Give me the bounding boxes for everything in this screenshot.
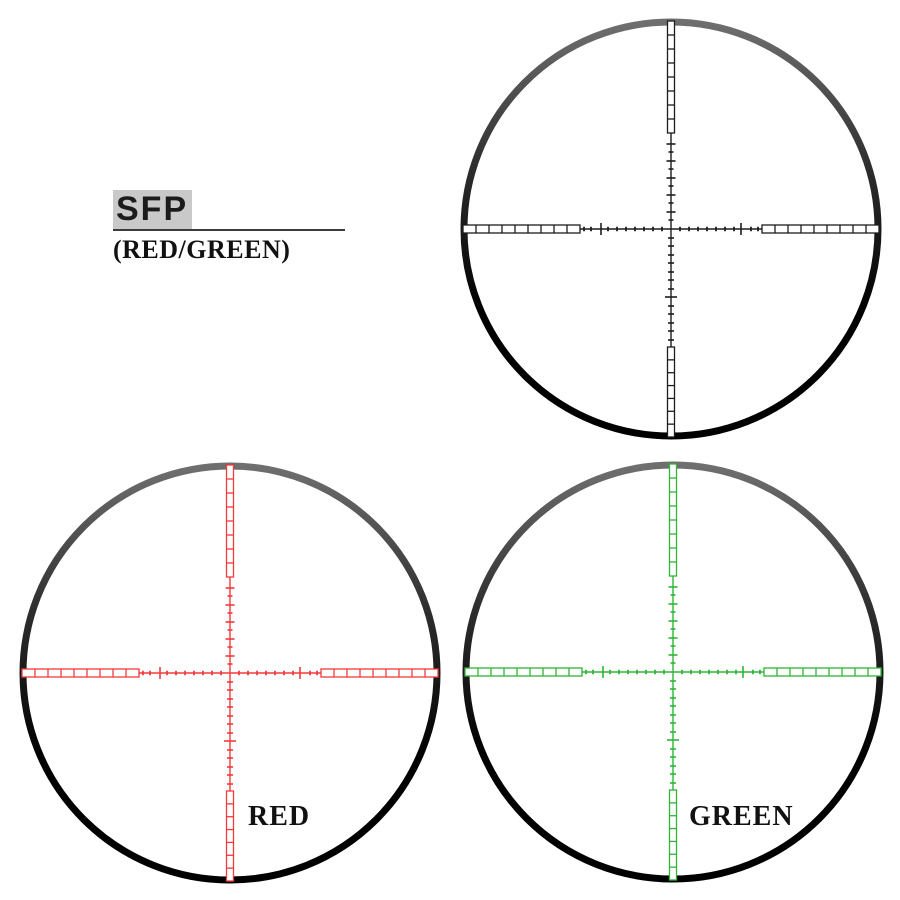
sfp-heading-block: SFP (RED/GREEN)	[113, 190, 353, 265]
reticle-crosshair-icon	[460, 18, 882, 440]
sfp-title-row: SFP	[113, 190, 353, 229]
sfp-subtitle: (RED/GREEN)	[113, 235, 291, 264]
red-label: RED	[248, 801, 311, 832]
sfp-title: SFP	[113, 190, 193, 229]
reticle-crosshair-icon	[19, 462, 441, 884]
reticle-red: RED	[10, 453, 450, 893]
reticle-green: GREEN	[453, 452, 893, 892]
sfp-underline	[113, 229, 345, 231]
reticle-sfp-black	[451, 9, 891, 449]
reticle-crosshair-icon	[462, 461, 884, 883]
green-label: GREEN	[689, 801, 794, 832]
